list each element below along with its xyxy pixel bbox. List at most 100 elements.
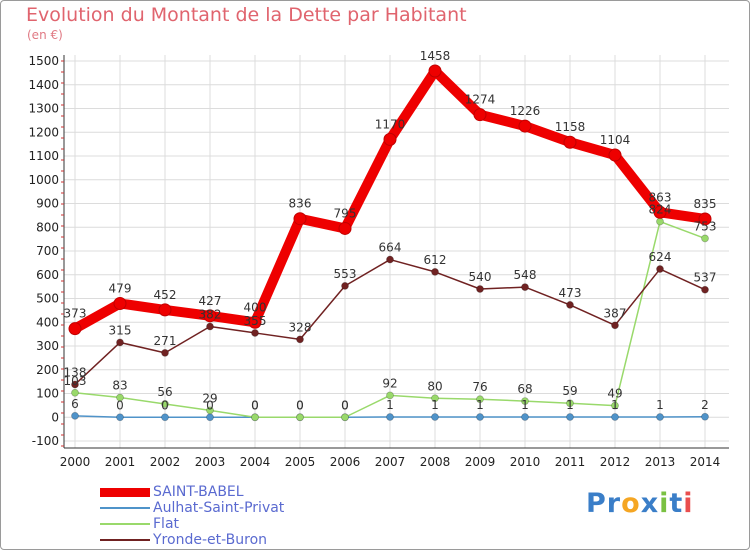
legend-label: Yronde-et-Buron [153,532,268,548]
legend-label: Aulhat-Saint-Privat [153,500,285,516]
data-label: 83 [112,379,127,393]
y-tick-label: 800 [36,220,59,234]
x-tick-label: 2006 [330,455,361,469]
data-point [698,212,712,226]
x-tick-label: 2004 [240,455,271,469]
y-tick-label: 1500 [28,54,59,68]
data-label: 2 [701,398,709,412]
data-point [701,412,709,421]
data-label: 29 [202,391,217,405]
data-label: 1 [476,398,484,412]
data-point [701,285,709,294]
data-label: 382 [199,308,222,322]
data-label: 624 [649,250,672,264]
data-point [161,413,169,422]
data-point [611,321,619,330]
logo-letter: i [683,488,694,519]
data-point [206,406,214,415]
logo-letter: t [669,488,684,519]
data-point [113,296,127,310]
data-point [338,221,352,235]
data-label: 1 [386,398,394,412]
data-point [611,401,619,410]
legend-swatch [100,523,150,525]
data-point [656,217,664,226]
data-label: 1 [611,398,619,412]
y-tick-label: -100 [32,434,59,448]
x-tick-label: 2007 [375,455,406,469]
proxiti-logo: Proxiti [586,488,694,519]
data-point [701,234,709,243]
data-label: 315 [109,323,132,337]
data-label: 92 [382,376,397,390]
data-point [71,380,79,389]
data-label: 753 [694,219,717,233]
data-point [341,413,349,422]
data-point [428,64,442,78]
y-tick-label: 1000 [28,173,59,187]
data-label: 548 [514,268,537,282]
data-label: 0 [341,398,349,412]
data-label: 1 [521,398,529,412]
data-label: 540 [469,270,492,284]
data-point [431,413,439,421]
data-point [521,413,529,421]
data-label: 1 [566,398,574,412]
legend-swatch [100,507,150,509]
x-tick-label: 2008 [420,455,451,469]
data-point [566,413,574,421]
data-point [296,335,304,344]
data-point [251,329,259,337]
data-point [116,413,124,422]
data-label: 612 [424,253,447,267]
data-label: 0 [206,398,214,412]
data-label: 1458 [420,49,451,63]
data-point [476,413,484,421]
y-tick-label: 200 [36,363,59,377]
y-tick-label: 900 [36,197,59,211]
x-tick-label: 2005 [285,455,316,469]
data-point [386,391,394,400]
data-point [248,315,262,329]
data-point [431,394,439,403]
data-label: 387 [604,306,627,320]
data-label: 473 [559,286,582,300]
data-label: 836 [289,197,312,211]
data-point [566,399,574,408]
data-point [206,413,214,422]
data-point [431,267,439,276]
y-tick-label: 500 [36,292,59,306]
x-tick-label: 2003 [195,455,226,469]
data-point [71,411,79,420]
data-point [116,338,124,347]
data-label: 664 [379,241,402,255]
x-tick-label: 2014 [690,455,721,469]
data-point [68,322,82,336]
data-point [611,413,619,421]
y-tick-label: 100 [36,387,59,401]
data-label: 427 [199,294,222,308]
logo-letter: o [621,488,641,519]
x-tick-label: 2012 [600,455,631,469]
data-point [608,148,622,162]
data-label: 824 [649,203,672,217]
data-label: 537 [694,271,717,285]
data-label: 0 [296,398,304,412]
data-label: 355 [244,314,267,328]
y-tick-label: 1300 [28,102,59,116]
data-label: 479 [109,281,132,295]
data-label: 400 [244,300,267,314]
data-label: 553 [334,267,357,281]
data-label: 1274 [465,93,496,107]
data-label: 0 [251,398,259,412]
data-label: 68 [517,382,532,396]
data-label: 0 [116,398,124,412]
x-tick-label: 2013 [645,455,676,469]
y-tick-label: 700 [36,244,59,258]
data-point [566,301,574,309]
data-point [158,303,172,317]
legend-swatch [100,488,150,497]
x-tick-label: 2001 [105,455,136,469]
logo-letter: P [586,488,607,519]
x-tick-label: 2009 [465,455,496,469]
